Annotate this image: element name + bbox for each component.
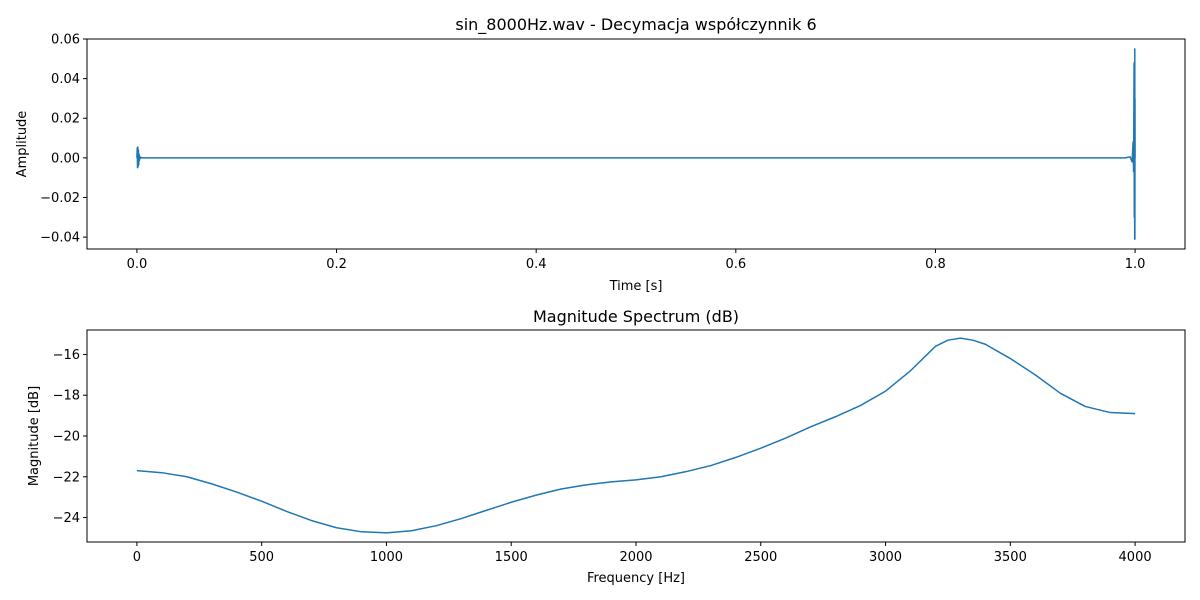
time-plot-ytick-label: −0.04 [40,231,80,246]
spectrum-plot-ytick-label: −20 [53,430,80,445]
time-plot-series-line [136,48,1136,240]
time-plot-ytick-label: −0.02 [40,191,80,206]
time-plot-xlabel: Time [s] [609,279,663,294]
time-plot-xtick-label: 0.2 [326,257,347,272]
spectrum-plot-title: Magnitude Spectrum (dB) [533,307,739,326]
time-plot-xtick-label: 0.4 [526,257,547,272]
spectrum-plot-xtick-label: 1500 [495,550,528,565]
magnitude-spectrum-plot: Magnitude Spectrum (dB) Frequency [Hz] M… [27,307,1186,586]
spectrum-plot-ytick-label: −24 [53,511,80,526]
spectrum-plot-xtick-label: 3500 [994,550,1027,565]
time-plot-xtick-label: 0.6 [725,257,746,272]
spectrum-plot-xtick-label: 2000 [619,550,652,565]
time-plot-xtick-label: 1.0 [1125,257,1146,272]
spectrum-plot-ytick-label: −16 [53,348,80,363]
spectrum-plot-marks: 0 500 1000 1500 2000 2500 3000 3500 4000 −24 −22 −2… [53,337,1152,565]
time-plot-xtick-label: 0.0 [127,257,148,272]
time-plot-ytick-label: 0.00 [51,151,80,166]
time-plot-ytick-label: 0.04 [51,72,80,87]
time-plot-title: sin_8000Hz.wav - Decymacja współczynnik … [455,15,816,35]
spectrum-plot-series-line [136,337,1136,534]
spectrum-plot-xlabel: Frequency [Hz] [587,571,685,586]
spectrum-plot-ylabel: Magnitude [dB] [27,386,42,486]
time-plot-ytick-label: 0.06 [51,33,80,48]
spectrum-plot-ytick-label: −22 [53,470,80,485]
time-plot-xtick-label: 0.8 [925,257,946,272]
time-plot-marks: 0.0 0.2 0.4 0.6 0.8 1.0 −0.04 −0.02 0.00 0.02 0.04… [40,33,1145,273]
spectrum-plot-xtick-label: 2500 [744,550,777,565]
spectrum-plot-xtick-label: 1000 [370,550,403,565]
spectrum-plot-xtick-label: 3000 [869,550,902,565]
spectrum-plot-axes-frame [86,329,1186,543]
spectrum-plot-ytick-label: −18 [53,389,80,404]
time-plot-ylabel: Amplitude [15,111,30,178]
spectrum-plot-xtick-label: 0 [133,550,141,565]
time-domain-plot: sin_8000Hz.wav - Decymacja współczynnik … [15,15,1186,294]
time-plot-axes-frame [86,38,1186,250]
spectrum-plot-xtick-label: 500 [249,550,274,565]
spectrum-plot-xtick-label: 4000 [1119,550,1152,565]
time-plot-ytick-label: 0.02 [51,112,80,127]
